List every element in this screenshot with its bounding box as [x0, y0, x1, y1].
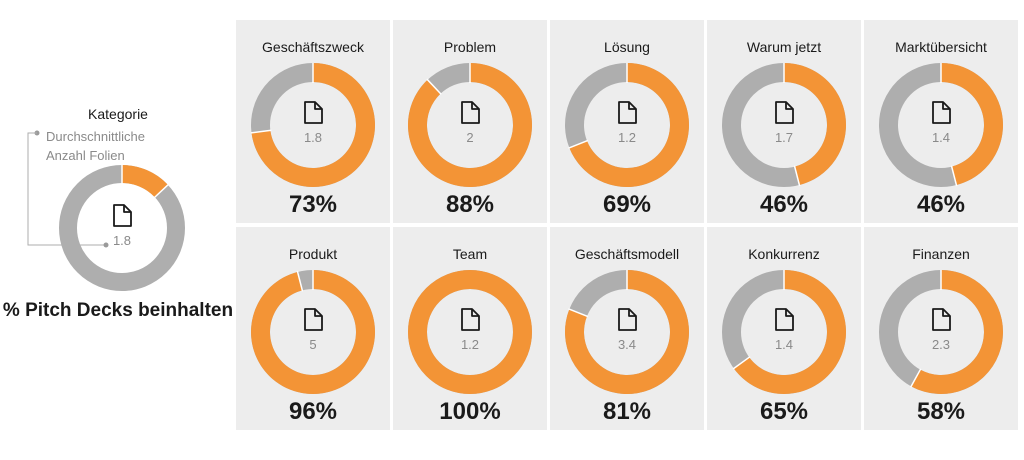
category-donut-separator-1 [251, 129, 272, 134]
category-donut: 1.7 [722, 63, 846, 187]
category-donut-included-arc [733, 270, 846, 394]
category-percent-label: 96% [288, 398, 338, 425]
legend-donut: 1.8 [59, 164, 185, 291]
document-icon [775, 101, 794, 124]
category-donut-separator-1 [568, 308, 589, 318]
document-icon [113, 204, 132, 227]
legend-donut-included-arc [122, 165, 168, 198]
category-percent-label: 88% [445, 191, 495, 218]
category-label: Team [452, 246, 488, 262]
donut-grid: Geschäftszweck 1.8 73% Problem 2 88% Lösung 1.2… [236, 20, 1018, 430]
document-icon [618, 308, 637, 331]
category-donut-separator-1 [909, 368, 922, 388]
category-donut: 1.4 [722, 270, 846, 394]
category-donut: 2.3 [879, 270, 1003, 394]
category-percent-label: 58% [916, 398, 966, 425]
category-donut-separator-1 [732, 356, 751, 370]
document-icon [461, 308, 480, 331]
category-panel: Team 1.2 100% [393, 227, 547, 430]
category-label: Lösung [604, 39, 650, 55]
document-icon [618, 101, 637, 124]
category-label: Finanzen [912, 246, 970, 262]
category-percent-label: 46% [916, 191, 966, 218]
category-label: Konkurrenz [748, 246, 820, 262]
category-panel: Lösung 1.2 69% [550, 20, 704, 223]
category-donut-included-arc [911, 270, 1003, 394]
category-donut-separator-1 [296, 270, 304, 292]
category-label: Marktübersicht [895, 39, 987, 55]
category-donut-avg-slides: 5 [309, 337, 316, 352]
category-panel: Marktübersicht 1.4 46% [864, 20, 1018, 223]
document-icon [932, 101, 951, 124]
legend: Kategorie Durchschnittliche Anzahl Folie… [0, 0, 236, 460]
category-donut: 1.4 [879, 63, 1003, 187]
category-donut-included-arc [251, 270, 375, 394]
document-icon [304, 308, 323, 331]
category-donut-avg-slides: 2.3 [932, 337, 950, 352]
category-donut: 1.8 [251, 63, 375, 187]
document-icon [932, 308, 951, 331]
document-icon [775, 308, 794, 331]
category-panel: Warum jetzt 1.7 46% [707, 20, 861, 223]
category-donut-included-arc [408, 63, 532, 187]
category-donut-included-arc [941, 63, 1003, 186]
document-icon [461, 101, 480, 124]
document-icon [304, 101, 323, 124]
legend-average-slides-label: Durchschnittliche Anzahl Folien [46, 129, 145, 163]
category-donut: 1.2 [565, 63, 689, 187]
category-donut-avg-slides: 1.2 [461, 337, 479, 352]
category-label: Geschäftszweck [262, 39, 364, 55]
category-percent-label: 46% [759, 191, 809, 218]
category-donut-avg-slides: 1.4 [775, 337, 793, 352]
category-panel: Produkt 5 96% [236, 227, 390, 430]
category-donut-avg-slides: 1.8 [304, 130, 322, 145]
category-percent-label: 69% [602, 191, 652, 218]
category-donut-avg-slides: 2 [466, 130, 473, 145]
category-donut-included-arc [251, 63, 375, 187]
category-donut-included-arc [784, 63, 846, 186]
category-percent-label: 100% [439, 398, 501, 425]
category-label: Geschäftsmodell [574, 246, 680, 262]
category-donut: 3.4 [565, 270, 689, 394]
legend-donut-avg-slides: 1.8 [113, 233, 131, 248]
legend-category-label: Kategorie [88, 106, 148, 122]
category-label: Problem [443, 39, 497, 55]
category-donut-avg-slides: 1.2 [618, 130, 636, 145]
category-donut-separator-1 [793, 165, 801, 187]
legend-heading: % Pitch Decks beinhalten [2, 300, 234, 321]
category-donut-included-arc [408, 270, 532, 394]
legend-donut-separator-1 [153, 183, 170, 199]
category-label: Warum jetzt [746, 39, 822, 55]
category-donut-included-arc [565, 270, 689, 394]
category-panel: Konkurrenz 1.4 65% [707, 227, 861, 430]
category-percent-label: 81% [602, 398, 652, 425]
category-panel: Geschäftszweck 1.8 73% [236, 20, 390, 223]
category-donut-avg-slides: 3.4 [618, 337, 636, 352]
category-label: Produkt [288, 246, 338, 262]
category-percent-label: 73% [288, 191, 338, 218]
category-donut: 2 [408, 63, 532, 187]
category-donut: 1.2 [408, 270, 532, 394]
category-donut-separator-1 [568, 139, 589, 149]
category-donut-avg-slides: 1.7 [775, 130, 793, 145]
category-donut: 5 [251, 270, 375, 394]
category-donut-separator-1 [950, 165, 958, 187]
category-panel: Finanzen 2.3 58% [864, 227, 1018, 430]
category-donut-avg-slides: 1.4 [932, 130, 950, 145]
category-donut-included-arc [569, 63, 689, 187]
category-donut-separator-1 [426, 78, 442, 95]
category-panel: Problem 2 88% [393, 20, 547, 223]
category-panel: Geschäftsmodell 3.4 81% [550, 227, 704, 430]
category-percent-label: 65% [759, 398, 809, 425]
